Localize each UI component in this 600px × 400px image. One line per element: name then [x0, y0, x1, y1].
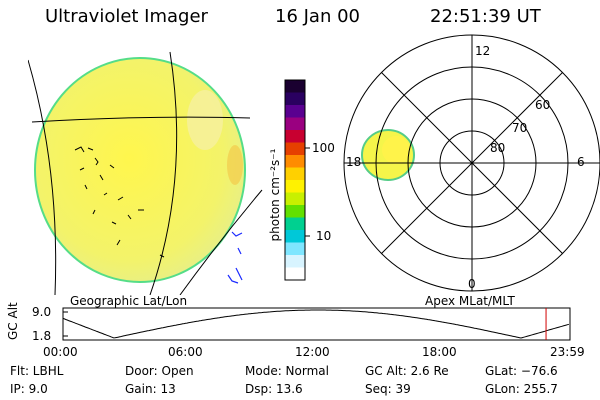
colorbar-segment	[285, 92, 305, 106]
meridian-line	[149, 51, 178, 295]
colorbar-segment	[285, 192, 305, 206]
gc-alt-status: GC Alt: 2.6 Re	[365, 364, 449, 378]
disk-bright-patch	[187, 90, 223, 150]
colorbar-segment	[285, 267, 305, 281]
time-label: 22:51:39 UT	[430, 6, 541, 27]
ip-status: IP: 9.0	[10, 382, 48, 396]
imager-title: Ultraviolet Imager	[45, 6, 208, 27]
colorbar-segment	[285, 230, 305, 243]
meridian-line	[28, 59, 57, 295]
colorbar-label-10: 10	[316, 229, 332, 243]
colorbar-segment	[285, 217, 305, 231]
auroral-disk	[34, 57, 246, 283]
filter-status: Flt: LBHL	[10, 364, 64, 378]
coastline	[74, 146, 165, 258]
x-tick-label: 23:59	[550, 345, 585, 359]
colorbar-segment	[285, 80, 305, 93]
orbit-timeline	[62, 307, 571, 341]
y-tick-label: 9.0	[32, 305, 52, 319]
x-tick-label: 12:00	[295, 345, 330, 359]
colorbar-segment	[285, 155, 305, 168]
polar-oval-core	[382, 136, 410, 164]
meridian-line	[179, 189, 263, 295]
colorbar-segment	[285, 255, 305, 268]
colorbar-segment	[285, 105, 305, 118]
colorbar-segment	[285, 205, 305, 218]
right-panel-caption: Apex MLat/MLT	[425, 294, 515, 308]
date-label: 16 Jan 00	[275, 6, 360, 27]
glon-status: GLon: 255.7	[485, 382, 558, 396]
coastline-edge	[227, 231, 243, 284]
latitude-line	[31, 116, 251, 123]
x-tick-label: 00:00	[43, 345, 78, 359]
left-panel-caption: Geographic Lat/Lon	[70, 294, 188, 308]
mlat-label-80: 80	[490, 141, 506, 155]
y-tick-label: 1.8	[32, 329, 52, 343]
colorbar-segment	[285, 117, 305, 131]
mlat-label-70: 70	[512, 121, 528, 135]
polar-plot	[343, 34, 600, 292]
colorbar-segment	[285, 242, 305, 256]
geographic-map	[28, 51, 263, 295]
glat-status: GLat: −76.6	[485, 364, 558, 378]
door-status: Door: Open	[125, 364, 194, 378]
colorbar	[284, 79, 306, 281]
timeline-axis-label: GC Alt	[6, 302, 20, 340]
mlt-label-6: 6	[577, 155, 585, 169]
colorbar-segment	[285, 142, 305, 156]
mlt-label-18: 18	[346, 155, 362, 169]
colorbar-segment	[285, 180, 305, 193]
timeline-frame	[62, 307, 571, 341]
mlt-label-12: 12	[475, 44, 491, 58]
colorbar-label-100: 100	[312, 141, 335, 155]
mode-status: Mode: Normal	[245, 364, 329, 378]
colorbar-border	[284, 79, 306, 281]
mlat-label-60: 60	[535, 98, 551, 112]
colorbar-unit-label: photon cm⁻²s⁻¹	[268, 148, 282, 242]
polar-diagonal	[381, 72, 563, 254]
disk-limb-brightening	[227, 145, 243, 185]
colorbar-segment	[285, 167, 305, 181]
seq-status: Seq: 39	[365, 382, 411, 396]
dsp-status: Dsp: 13.6	[245, 382, 303, 396]
x-tick-label: 18:00	[422, 345, 457, 359]
x-tick-label: 06:00	[168, 345, 203, 359]
mlt-label-0: 0	[468, 277, 476, 291]
orbit-altitude-curve	[62, 309, 570, 339]
colorbar-segment	[285, 130, 305, 143]
gain-status: Gain: 13	[125, 382, 176, 396]
